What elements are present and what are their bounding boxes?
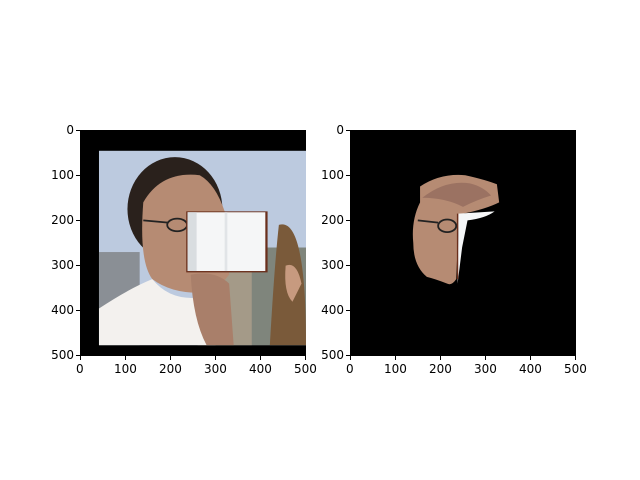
x-tick-label: 0 (346, 362, 354, 376)
y-tick (76, 310, 80, 311)
x-tick-label: 300 (204, 362, 227, 376)
y-tick (346, 355, 350, 356)
x-tick-label: 400 (249, 362, 272, 376)
x-tick (350, 356, 351, 360)
y-tick (76, 265, 80, 266)
glasses-lens (437, 218, 458, 234)
x-tick-label: 300 (474, 362, 497, 376)
y-tick (346, 130, 350, 131)
y-tick (346, 220, 350, 221)
y-tick (346, 265, 350, 266)
axis-spine-bottom (80, 355, 306, 356)
x-tick-label: 400 (519, 362, 542, 376)
glasses-arm (417, 219, 439, 224)
forehead-shade (422, 182, 492, 207)
x-tick-label: 100 (384, 362, 407, 376)
x-tick (170, 356, 171, 360)
y-tick-label: 400 (51, 303, 74, 317)
y-tick (76, 130, 80, 131)
y-tick (346, 175, 350, 176)
axis-spine-left (80, 130, 81, 356)
y-tick-label: 500 (51, 348, 74, 362)
x-tick-label: 100 (114, 362, 137, 376)
y-tick-label: 100 (51, 168, 74, 182)
x-tick-label: 0 (76, 362, 84, 376)
x-tick (125, 356, 126, 360)
y-tick (346, 310, 350, 311)
y-tick-label: 400 (321, 303, 344, 317)
x-tick (440, 356, 441, 360)
glasses-arm (143, 219, 169, 224)
x-tick (395, 356, 396, 360)
left-image (80, 130, 306, 356)
y-tick (76, 220, 80, 221)
x-tick (80, 356, 81, 360)
axis-spine-bottom (350, 355, 576, 356)
x-tick (260, 356, 261, 360)
patch-shadow-left (187, 212, 197, 272)
y-tick-label: 200 (51, 213, 74, 227)
y-tick-label: 0 (336, 123, 344, 137)
y-tick-label: 100 (321, 168, 344, 182)
right-mask-image (350, 130, 576, 356)
right-mask-panel: 0 100 200 300 400 500 0 100 200 300 400 … (321, 123, 587, 376)
hand (190, 273, 234, 346)
x-tick-label: 500 (294, 362, 317, 376)
x-tick-label: 500 (564, 362, 587, 376)
left-image-panel: 0 100 200 300 400 500 0 100 200 300 400 … (51, 123, 317, 376)
other-person-face (285, 264, 302, 302)
y-tick (76, 175, 80, 176)
x-tick-label: 200 (429, 362, 452, 376)
x-tick-label: 200 (159, 362, 182, 376)
patch-edge (457, 211, 495, 284)
y-tick-label: 300 (51, 258, 74, 272)
x-tick (485, 356, 486, 360)
y-tick-label: 0 (66, 123, 74, 137)
x-tick (575, 356, 576, 360)
y-tick-label: 300 (321, 258, 344, 272)
patch-fold (224, 212, 228, 272)
y-tick-label: 500 (321, 348, 344, 362)
x-tick (305, 356, 306, 360)
axis-spine-left (350, 130, 351, 356)
y-tick (76, 355, 80, 356)
masked-face (412, 174, 500, 285)
x-tick (530, 356, 531, 360)
x-tick (215, 356, 216, 360)
shirt (98, 279, 216, 346)
y-tick-label: 200 (321, 213, 344, 227)
